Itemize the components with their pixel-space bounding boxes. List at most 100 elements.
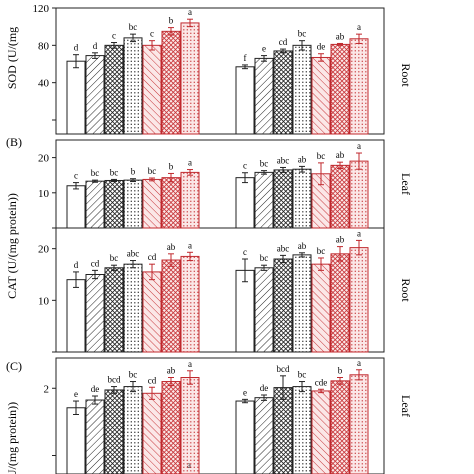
- bar-tint: [143, 179, 161, 228]
- significance-letter: ab: [298, 154, 307, 164]
- bar: [235, 400, 255, 474]
- bar-tint: [143, 272, 161, 352]
- organ-label-panel-b-leaf: Leaf: [399, 173, 413, 195]
- significance-letter: c: [243, 161, 247, 171]
- significance-letter: bc: [110, 167, 119, 177]
- bar: [273, 387, 293, 474]
- y-tick-label: 10: [38, 188, 50, 200]
- bar-tint: [181, 23, 199, 134]
- bar-tint: [331, 254, 349, 352]
- y-tick-label: 80: [38, 40, 50, 52]
- y-tick-label: 120: [33, 3, 50, 15]
- bar-tint: [162, 260, 180, 352]
- bar-tint: [162, 382, 180, 474]
- significance-letter: ab: [336, 31, 345, 41]
- panel-a-root-frame: [55, 7, 385, 135]
- bar-tint: [350, 39, 368, 134]
- significance-letter: bc: [91, 168, 100, 178]
- significance-letter: abc: [277, 243, 290, 253]
- significance-letter: a: [188, 158, 192, 168]
- significance-letter: cd: [279, 37, 288, 47]
- significance-letter: d: [93, 41, 98, 51]
- significance-letter: ab: [167, 366, 176, 376]
- bar: [273, 169, 293, 229]
- bar: [235, 66, 255, 135]
- bar: [273, 50, 293, 135]
- organ-label-panel-b-root: Root: [399, 278, 413, 302]
- significance-letter: c: [74, 171, 78, 181]
- significance-letter: bc: [129, 22, 138, 32]
- bar: [123, 179, 143, 229]
- y-axis-title-panel-c: U/(mg protein)): [5, 402, 19, 474]
- significance-letter: de: [317, 42, 326, 52]
- bar: [85, 399, 105, 474]
- significance-letter: bc: [110, 253, 119, 263]
- bar: [85, 55, 105, 135]
- significance-letter: c: [150, 29, 154, 39]
- bar-tint: [312, 391, 330, 474]
- significance-letter: a: [357, 358, 361, 368]
- significance-letter: abc: [127, 249, 140, 259]
- significance-letter: a: [188, 7, 192, 17]
- bar-tint: [350, 161, 368, 228]
- significance-letter: de: [91, 384, 100, 394]
- significance-letter: bc: [129, 370, 138, 380]
- significance-letter: bc: [260, 253, 269, 263]
- y-tick-label: 40: [38, 78, 50, 90]
- significance-letter: f: [244, 53, 247, 63]
- significance-letter: ab: [167, 242, 176, 252]
- significance-letter: e: [74, 389, 78, 399]
- significance-letter: bc: [298, 29, 307, 39]
- bar: [254, 267, 274, 353]
- significance-letter: ab: [298, 241, 307, 251]
- bar: [104, 44, 124, 135]
- bar: [254, 397, 274, 474]
- significance-letter: cd: [91, 258, 100, 268]
- panel-letter-b: (B): [6, 135, 22, 149]
- bar: [66, 60, 86, 135]
- bar: [292, 44, 312, 135]
- bar: [123, 37, 143, 135]
- significance-letter: bc: [317, 151, 326, 161]
- bar: [104, 179, 124, 229]
- significance-letter: b: [131, 167, 136, 177]
- panel-b-root-frame: [55, 227, 385, 353]
- significance-letter: e: [243, 387, 247, 397]
- significance-letter: a: [188, 359, 192, 369]
- significance-letter: d: [74, 260, 79, 270]
- significance-letter: de: [260, 383, 269, 393]
- bar: [66, 407, 86, 474]
- bar: [66, 185, 86, 229]
- y-tick-label: 10: [38, 295, 50, 307]
- bar-tint: [181, 378, 199, 474]
- bar: [254, 57, 274, 135]
- bar: [85, 180, 105, 229]
- significance-letter: a: [188, 240, 192, 250]
- bar: [85, 274, 105, 353]
- organ-label-panel-c-leaf: Leaf: [399, 395, 413, 417]
- bar: [292, 168, 312, 229]
- bar: [254, 171, 274, 229]
- significance-letter: bcd: [277, 364, 290, 374]
- y-tick-label: 20: [38, 153, 50, 165]
- bar: [123, 263, 143, 353]
- y-tick-label: 20: [38, 244, 50, 256]
- significance-letter: a: [357, 228, 361, 238]
- significance-letter: cd: [148, 375, 157, 385]
- bar-tint: [331, 44, 349, 134]
- significance-letter: b: [169, 161, 174, 171]
- significance-letter: e: [262, 44, 266, 54]
- bar: [235, 177, 255, 229]
- bar-tint: [162, 178, 180, 228]
- bar-tint: [331, 165, 349, 228]
- bar-tint: [162, 31, 180, 134]
- significance-letter: c: [112, 31, 116, 41]
- significance-letter: bc: [260, 159, 269, 169]
- significance-letter: a: [357, 141, 361, 151]
- significance-letter: ab: [336, 150, 345, 160]
- significance-letter: bc: [298, 370, 307, 380]
- bar-tint: [312, 174, 330, 228]
- y-axis-title-cat: CAT (U/(mg protein)): [5, 193, 19, 299]
